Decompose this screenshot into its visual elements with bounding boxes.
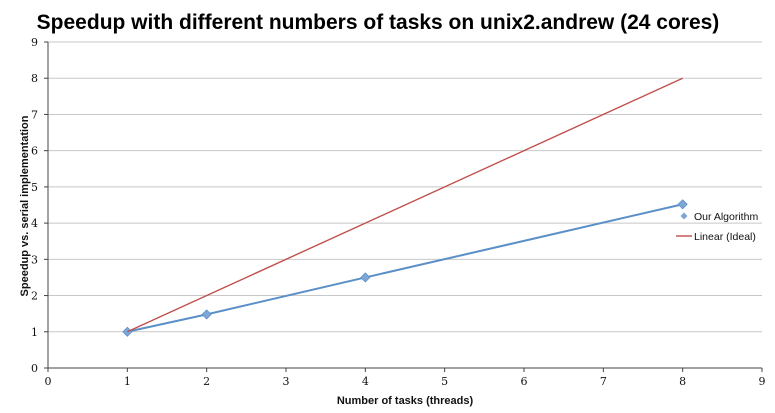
data-point [360,272,371,283]
data-point [122,326,133,337]
y-tick-label: 6 [31,145,38,158]
x-tick-label: 9 [759,375,766,388]
x-tick-label: 7 [600,375,607,388]
y-tick-label: 5 [31,181,38,194]
y-axis-label: Speedup vs. serial implementation [19,115,31,296]
x-tick-label: 5 [441,375,448,388]
data-point [677,199,688,210]
series-line-1 [127,203,683,333]
y-tick-label: 2 [31,290,38,303]
x-tick-label: 4 [362,375,369,388]
data-point [201,309,212,320]
legend: Our Algorithm Linear (Ideal) [676,211,758,243]
x-axis-label: Number of tasks (threads) [337,395,474,407]
y-tick-label: 0 [31,362,38,375]
y-tick-label: 8 [31,72,38,85]
y-tick-label: 3 [31,253,38,266]
y-tick-label: 1 [31,326,38,339]
y-tick-label: 4 [31,217,38,230]
axes: 0 1 2 3 4 5 6 7 8 9 0 1 2 3 4 5 6 7 8 9 [31,36,766,388]
legend-label: Our Algorithm [694,211,758,223]
series-line-2 [127,77,683,333]
grid-lines [48,41,762,333]
y-tick-label: 9 [31,36,38,49]
x-tick-label: 1 [124,375,131,388]
legend-label: Linear (Ideal) [694,231,756,243]
series-lines [122,77,688,337]
x-tick-label: 6 [521,375,528,388]
x-tick-label: 2 [203,375,210,388]
x-tick-label: 0 [45,375,52,388]
x-tick-label: 3 [283,375,290,388]
y-tick-label: 7 [31,108,38,121]
chart-title: Speedup with different numbers of tasks … [37,11,720,34]
legend-marker [680,212,688,220]
x-tick-label: 8 [679,375,686,388]
